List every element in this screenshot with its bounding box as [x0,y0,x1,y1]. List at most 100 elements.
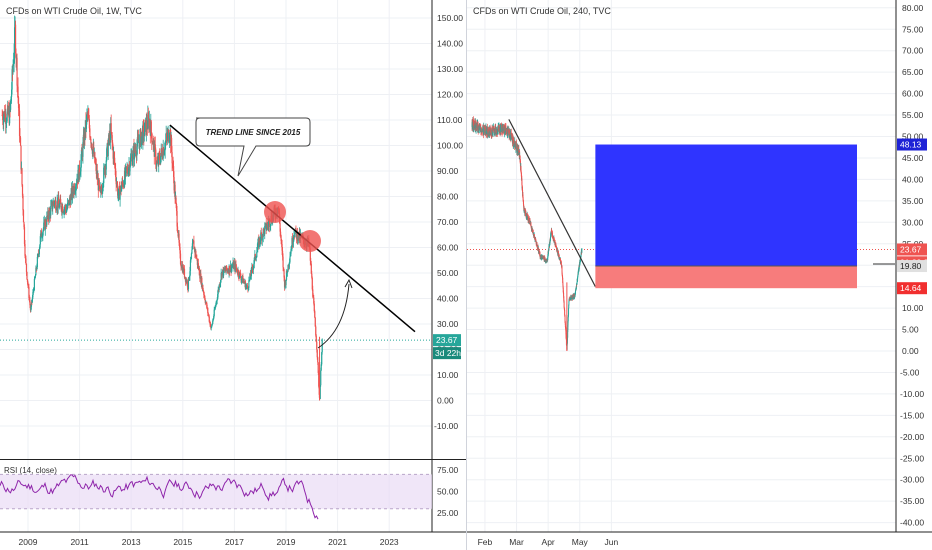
candle [563,301,565,308]
chart-title: CFDs on WTI Crude Oil, 240, TVC [473,6,611,16]
candle [31,301,33,303]
candle [554,241,556,246]
candle [117,195,119,197]
candle [188,276,191,281]
candle [473,123,475,125]
touch-marker [264,201,286,223]
candle [34,277,36,279]
candle [33,290,35,291]
candle [154,144,156,157]
candle [574,294,576,297]
candle [490,127,492,133]
candle [251,266,253,269]
candle [156,162,158,164]
y-tick-label: 70.00 [902,46,924,56]
candle [19,137,22,146]
candle [55,200,57,210]
candle [207,313,209,315]
y-tick-label: -20.00 [900,432,924,442]
candle [568,304,570,309]
candle [529,219,531,223]
candle [129,165,131,172]
candle [266,227,268,230]
candle [165,134,167,141]
candle [268,221,270,226]
price-badge-text: 23.67 [900,244,922,254]
candle [114,165,116,169]
candle [563,292,565,297]
candle [207,307,209,314]
candle [161,151,163,158]
candle [168,140,170,142]
candle [169,138,171,141]
candle [42,231,44,237]
h4-chart[interactable]: Feb Mar Apr May Jun 80.00 75.00 70.00 65.00 60.00… [467,0,932,550]
price-badge [897,243,927,256]
candle [228,265,231,273]
candle [59,203,61,208]
candle [249,273,251,277]
candle [15,53,17,60]
candle [226,269,229,272]
candle [136,137,139,147]
candle [269,219,271,227]
candle [13,27,16,53]
candle [311,277,313,290]
y-tick-label: -25.00 [900,453,924,463]
candle [567,321,569,325]
candle [279,223,281,232]
candle [255,257,257,259]
candle [557,249,559,254]
candle [577,273,579,276]
h4-chart-panel[interactable]: CFDs on WTI Crude Oil, 240, TVC Feb Mar Ap… [466,0,932,550]
candle [54,201,56,205]
candle [560,261,562,265]
candle [24,255,27,259]
candle [250,268,252,277]
y-tick-label: 130.00 [437,64,463,74]
candle [117,184,119,196]
candle [535,242,537,244]
candle [231,266,233,268]
y-tick-label: 45.00 [902,153,924,163]
candle [155,149,157,165]
rsi-tick-label: 75.00 [437,465,459,475]
candle [570,296,572,300]
candle [212,318,214,321]
candle [22,195,24,211]
candle [221,271,223,278]
candle [217,294,219,300]
candle [290,249,292,254]
weekly-chart-panel[interactable]: CFDs on WTI Crude Oil, 1W, TVC 0.00 10.00… [0,0,466,550]
projection-arrow [317,283,350,349]
candle [30,306,32,311]
y-tick-label: 30.00 [902,217,924,227]
candle [16,57,18,86]
candle [551,232,553,236]
candle [545,259,547,262]
candle [112,142,114,148]
candle [20,145,22,170]
candle [550,237,552,239]
candle [47,211,49,218]
candle [242,275,244,284]
candle [88,117,90,120]
x-tick-label: Mar [509,537,524,547]
candle [572,295,574,300]
candle [83,130,86,146]
candle [186,281,189,288]
candle [74,190,77,192]
candle [245,285,248,287]
candle [134,145,136,152]
candle [45,224,47,226]
candle [82,142,84,157]
candle [201,277,203,288]
weekly-chart[interactable]: 0.0010.0020.0030.0040.0050.0060.0070.008… [0,0,466,550]
candle [319,385,321,399]
candle [98,180,100,187]
candle [115,176,117,185]
candle [240,277,242,281]
candle [31,297,34,302]
x-tick-label: 2017 [225,537,244,547]
candle [39,244,41,249]
